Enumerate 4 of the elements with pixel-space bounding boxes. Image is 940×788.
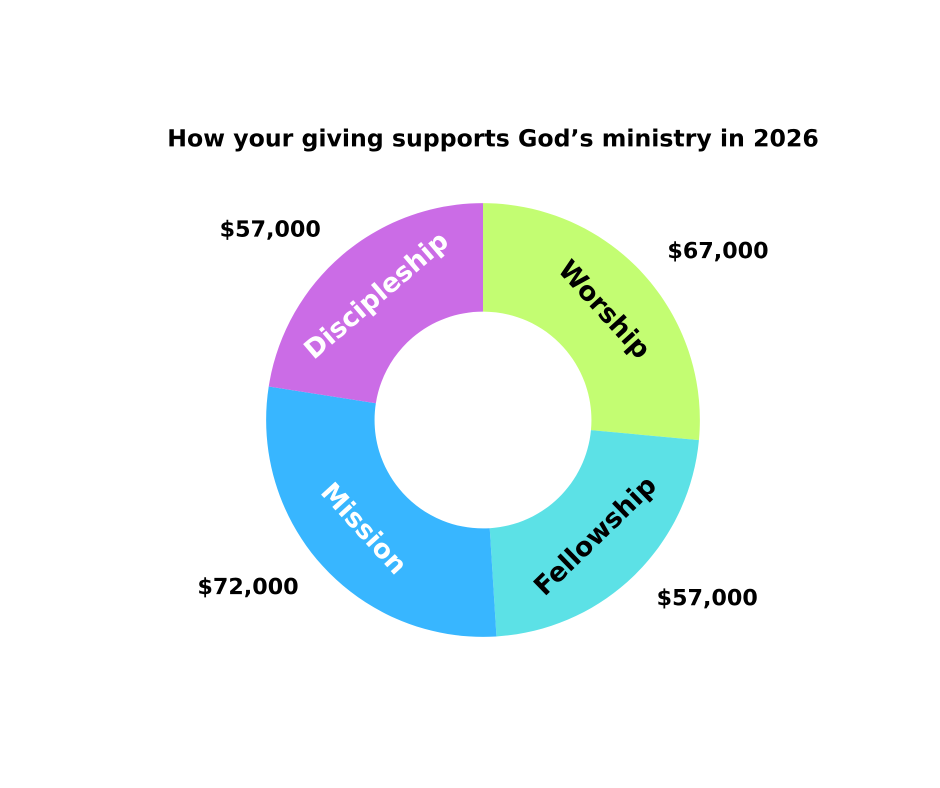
- chart-title: How your giving supports God’s ministry in 2026: [169, 128, 818, 152]
- data-label: $72,000: [199, 577, 298, 598]
- data-label: $57,000: [658, 588, 757, 608]
- data-label: $67,000: [669, 241, 768, 262]
